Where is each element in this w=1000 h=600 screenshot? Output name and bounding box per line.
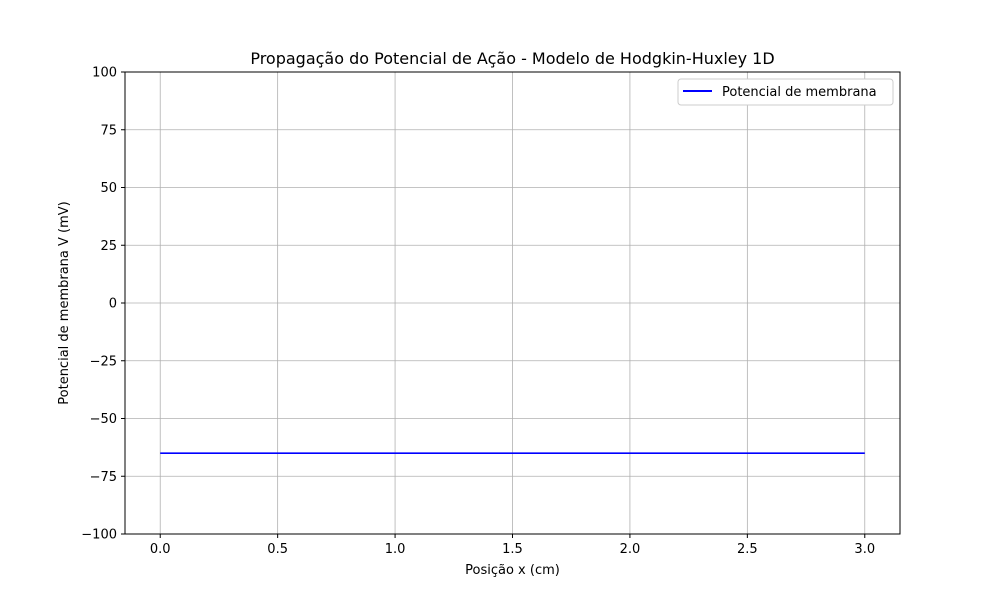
x-ticks: 0.0 0.5 1.0 1.5 2.0 2.5 3.0 — [150, 534, 875, 557]
chart-title: Propagação do Potencial de Ação - Modelo… — [250, 49, 774, 68]
y-tick-label: −75 — [90, 470, 117, 485]
legend-box — [677, 78, 894, 106]
x-tick-label: 0.0 — [150, 542, 171, 557]
x-tick-label: 1.0 — [385, 542, 406, 557]
legend-label: Potencial de membrana — [722, 85, 877, 100]
y-ticks: −100 −75 −50 −25 0 25 50 75 100 — [81, 66, 125, 543]
x-tick-label: 0.5 — [267, 542, 288, 557]
x-tick-label: 2.5 — [737, 542, 758, 557]
y-tick-label: 25 — [100, 239, 117, 254]
x-tick-label: 2.0 — [620, 542, 641, 557]
x-tick-label: 1.5 — [502, 542, 523, 557]
y-tick-label: −50 — [90, 412, 117, 427]
y-tick-label: −100 — [81, 528, 117, 543]
y-tick-label: 100 — [92, 66, 117, 81]
y-tick-label: −25 — [90, 354, 117, 369]
x-axis-label: Posição x (cm) — [465, 563, 560, 578]
y-tick-label: 75 — [100, 123, 117, 138]
y-tick-label: 50 — [100, 181, 117, 196]
x-tick-label: 3.0 — [854, 542, 875, 557]
y-tick-label: 0 — [109, 297, 117, 312]
y-axis-label: Potencial de membrana V (mV) — [57, 201, 72, 404]
legend: Potencial de membrana — [677, 78, 894, 106]
